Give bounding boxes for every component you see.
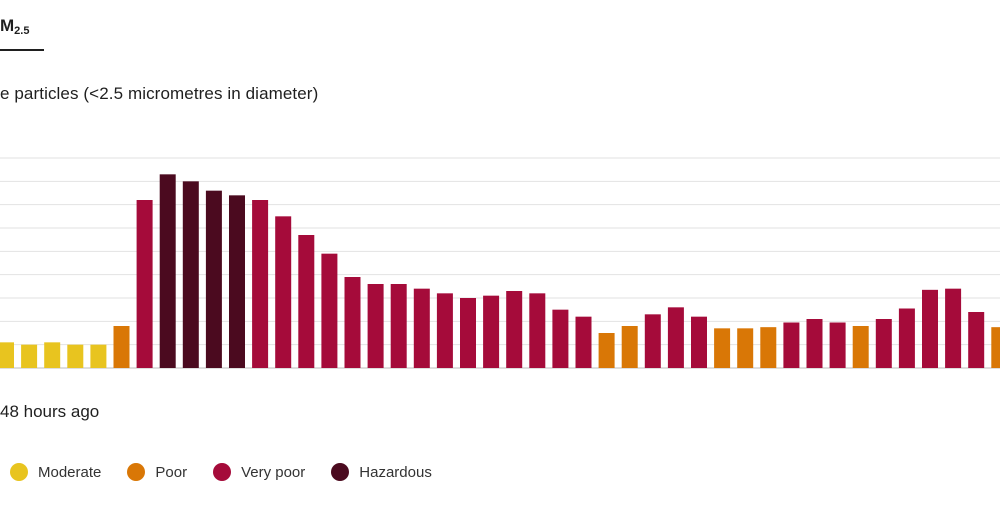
bar[interactable] <box>298 235 315 368</box>
bar[interactable] <box>506 291 523 368</box>
bar[interactable] <box>205 190 222 368</box>
bar[interactable] <box>344 277 361 368</box>
bar[interactable] <box>667 307 684 368</box>
legend-item-moderate: Moderate <box>10 463 101 481</box>
tab-sub: 2.5 <box>14 25 30 37</box>
bar[interactable] <box>67 344 84 368</box>
legend-dot-very-poor <box>213 463 232 481</box>
legend-item-very-poor: Very poor <box>213 463 305 481</box>
bar[interactable] <box>483 295 500 368</box>
bar[interactable] <box>644 314 661 368</box>
bar[interactable] <box>413 288 430 368</box>
bar[interactable] <box>714 328 731 368</box>
bar[interactable] <box>252 200 269 368</box>
legend-dot-moderate <box>10 463 28 481</box>
chart-legend: Moderate Poor Very poor Hazardous <box>10 463 458 481</box>
bar[interactable] <box>829 322 846 369</box>
legend-item-hazardous: Hazardous <box>331 463 432 481</box>
legend-item-poor: Poor <box>127 463 187 481</box>
tab-label: M <box>0 16 15 35</box>
bar[interactable] <box>575 316 592 368</box>
bar[interactable] <box>275 216 292 368</box>
bar[interactable] <box>875 319 892 368</box>
bar[interactable] <box>321 253 338 368</box>
bar[interactable] <box>367 284 384 368</box>
bar[interactable] <box>21 344 38 368</box>
bar[interactable] <box>852 326 869 368</box>
bar[interactable] <box>552 309 569 368</box>
legend-dot-poor <box>127 463 146 481</box>
legend-dot-hazardous <box>331 463 350 481</box>
bar[interactable] <box>806 319 823 368</box>
legend-label-moderate: Moderate <box>38 463 102 481</box>
bar[interactable] <box>136 200 153 368</box>
bar-chart <box>0 157 1000 369</box>
tab-underline <box>0 49 44 51</box>
bar[interactable] <box>113 326 130 368</box>
bar[interactable] <box>529 293 546 368</box>
x-axis-label: 48 hours ago <box>0 402 100 421</box>
bar[interactable] <box>968 312 985 368</box>
tab-pm25[interactable]: M2.5 <box>0 16 29 37</box>
bar[interactable] <box>598 333 615 368</box>
bar[interactable] <box>691 316 707 368</box>
bar[interactable] <box>436 293 453 368</box>
legend-label-hazardous: Hazardous <box>359 463 432 481</box>
bar[interactable] <box>229 195 245 368</box>
bar[interactable] <box>390 284 407 368</box>
legend-label-poor: Poor <box>155 463 188 481</box>
bar[interactable] <box>783 322 800 369</box>
bar[interactable] <box>621 326 638 368</box>
bar[interactable] <box>991 327 1000 368</box>
bar[interactable] <box>159 174 176 368</box>
bar[interactable] <box>44 342 61 368</box>
bar[interactable] <box>898 308 915 369</box>
bar[interactable] <box>922 289 938 368</box>
bar[interactable] <box>760 327 777 368</box>
bar[interactable] <box>90 344 107 368</box>
bar[interactable] <box>182 181 199 368</box>
bar[interactable] <box>945 288 962 368</box>
legend-label-very-poor: Very poor <box>241 463 306 481</box>
chart-subtitle: e particles (<2.5 micrometres in diamete… <box>0 84 319 103</box>
bar[interactable] <box>460 298 476 368</box>
bar[interactable] <box>0 342 14 368</box>
bar[interactable] <box>737 328 754 368</box>
